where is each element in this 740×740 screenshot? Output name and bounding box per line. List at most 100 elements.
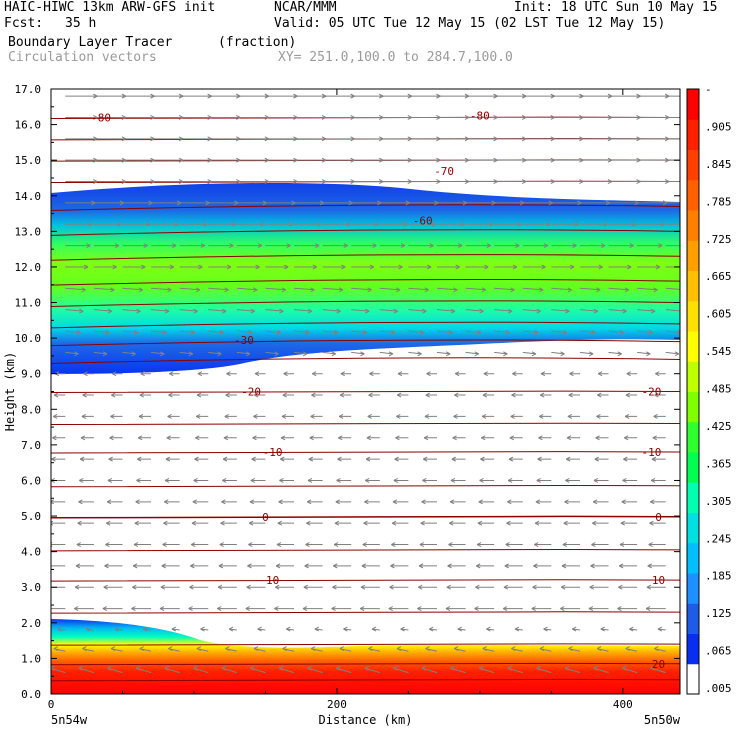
- circulation-vector: [457, 626, 466, 632]
- circulation-vector: [294, 264, 318, 270]
- circulation-vector: [579, 308, 599, 314]
- circulation-vector: [265, 115, 298, 120]
- colorbar-label: .665: [705, 270, 732, 283]
- circulation-vector: [362, 542, 380, 547]
- circulation-vector: [623, 456, 638, 462]
- y-tick-label: 1.0: [21, 652, 41, 665]
- circulation-vector: [236, 243, 263, 249]
- colorbar-label: .245: [705, 532, 732, 545]
- circulation-vector: [419, 542, 437, 547]
- colorbar-label: .005: [705, 682, 732, 695]
- circulation-vector: [465, 243, 491, 249]
- circulation-vector: [408, 115, 441, 120]
- contour-label: -30: [234, 334, 254, 347]
- circulation-vector: [436, 330, 453, 335]
- circulation-vector: [648, 542, 666, 547]
- circulation-vector: [478, 665, 495, 674]
- circulation-vector: [637, 93, 670, 99]
- circulation-vector: [359, 606, 380, 612]
- circulation-vector: [65, 243, 91, 249]
- circulation-vector: [109, 435, 123, 441]
- circulation-vector: [107, 478, 123, 483]
- circulation-vector: [477, 520, 495, 526]
- circulation-vector: [279, 478, 295, 483]
- circulation-vector: [436, 351, 451, 357]
- circulation-vector: [151, 330, 167, 335]
- vector-name: Circulation vectors: [8, 50, 157, 65]
- circulation-vector: [533, 542, 552, 547]
- circulation-vector: [379, 243, 406, 249]
- contour-line: [51, 484, 680, 488]
- circulation-vector: [506, 520, 523, 526]
- colorbar-label: .485: [705, 383, 732, 396]
- circulation-vector: [226, 371, 237, 377]
- circulation-vector: [665, 159, 680, 161]
- colorbar-swatch: [687, 270, 699, 302]
- circulation-vector: [265, 351, 279, 357]
- circulation-vector: [538, 435, 552, 441]
- circulation-vector: [589, 584, 609, 590]
- circulation-vector: [502, 606, 523, 612]
- circulation-vector: [65, 308, 84, 314]
- circulation-vector: [561, 563, 580, 569]
- circulation-vector: [539, 392, 552, 398]
- circulation-vector: [224, 413, 237, 419]
- circulation-vector: [104, 563, 123, 569]
- circulation-vector: [276, 542, 295, 547]
- circulation-vector: [208, 93, 241, 99]
- circulation-vector: [624, 413, 638, 419]
- circulation-vector: [551, 351, 565, 357]
- colorbar-label: .125: [705, 607, 732, 620]
- circulation-vector: [102, 606, 123, 612]
- circulation-vector: [449, 499, 466, 505]
- circulation-vector: [448, 542, 466, 547]
- circulation-vector: [645, 606, 666, 612]
- circulation-vector: [522, 115, 555, 120]
- circulation-vector: [447, 563, 466, 569]
- circulation-vector: [333, 542, 352, 547]
- circulation-vector: [543, 626, 552, 632]
- circulation-vector: [294, 221, 322, 227]
- circulation-vector: [52, 435, 66, 441]
- circulation-vector: [196, 392, 209, 398]
- circulation-vector: [654, 646, 666, 652]
- circulation-vector: [511, 646, 523, 652]
- circulation-vector: [590, 563, 609, 569]
- circulation-vector: [531, 606, 552, 612]
- circulation-vector: [494, 287, 515, 293]
- circulation-vector: [136, 478, 152, 483]
- circulation-vector: [250, 478, 266, 483]
- circulation-vector: [394, 456, 409, 462]
- colorbar-swatch: [687, 633, 699, 665]
- circulation-vector: [105, 520, 123, 526]
- circulation-vector: [465, 287, 487, 293]
- x-tick-label: 0: [48, 698, 55, 711]
- circulation-vector: [665, 330, 680, 335]
- circulation-vector: [135, 499, 152, 505]
- contour-label: 0: [262, 511, 269, 524]
- circulation-vector: [608, 221, 637, 227]
- circulation-vector: [78, 665, 95, 674]
- circulation-vector: [93, 330, 110, 335]
- circulation-vector: [494, 93, 527, 99]
- circulation-vector: [475, 563, 495, 569]
- circulation-vector: [596, 413, 609, 419]
- circulation-vector: [334, 520, 352, 526]
- circulation-vector: [522, 330, 539, 335]
- circulation-vector: [236, 221, 265, 227]
- circulation-vector: [277, 520, 295, 526]
- circulation-vector: [191, 520, 209, 526]
- circulation-vector: [650, 478, 666, 483]
- circulation-vector: [103, 584, 123, 590]
- circulation-vector: [351, 93, 384, 99]
- circulation-vector: [274, 584, 295, 590]
- circulation-vector: [665, 95, 680, 97]
- contour-label: -70: [434, 165, 454, 178]
- y-tick-label: 10.0: [15, 332, 42, 345]
- circulation-vector: [110, 392, 123, 398]
- circulation-vector: [265, 93, 298, 99]
- circulation-vector: [351, 243, 377, 249]
- circulation-vector: [560, 584, 580, 590]
- colorbar-swatch: [687, 573, 699, 604]
- circulation-vector: [151, 136, 184, 142]
